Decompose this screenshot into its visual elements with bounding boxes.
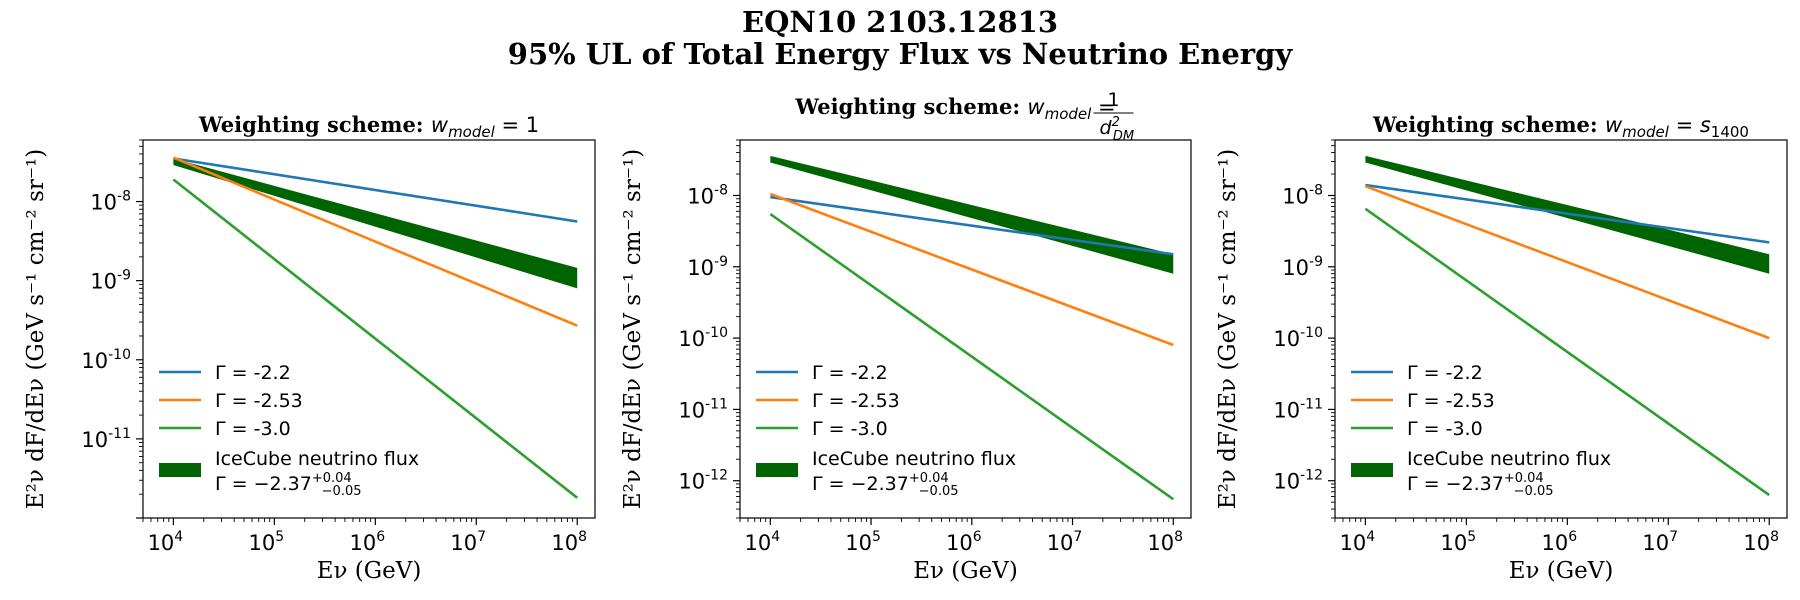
figure-title-line1: EQN10 2103.12813: [742, 5, 1058, 39]
y-tick-label: 10-12: [678, 468, 728, 494]
legend-band-swatch: [756, 463, 798, 477]
legend-band-swatch: [159, 463, 201, 477]
y-axis: 10-12 10-11 10-10 10-9 10-8: [678, 139, 740, 519]
legend-label-1: Γ = -2.2: [812, 362, 888, 384]
x-tick-label: 104: [744, 529, 780, 555]
series-line-2: [172, 156, 578, 327]
weight-fraction-numerator: 1: [1107, 89, 1119, 111]
x-axis: 104 105 106 107 108: [1334, 518, 1779, 555]
series-line-3: [172, 178, 579, 499]
legend-label-2: Γ = -2.53: [1407, 390, 1495, 412]
panels: Weighting scheme: wmodel = 1 104 105 106 107…: [23, 89, 1788, 584]
legend-band-label-line1: IceCube neutrino flux: [1407, 448, 1611, 470]
y-tick-label: 10-9: [90, 268, 131, 294]
x-tick-label: 104: [148, 529, 184, 555]
plot-frame: [1334, 139, 1788, 519]
series-line-3: [769, 212, 1175, 501]
legend-band-label-line1: IceCube neutrino flux: [812, 448, 1016, 470]
chart-subtitle: Weighting scheme: wmodel = s1400: [1372, 112, 1749, 141]
x-tick-label: 106: [1541, 529, 1577, 555]
x-tick-label: 106: [946, 529, 982, 555]
y-axis-label: E²ν dF/dEν (GeV s⁻¹ cm⁻² sr⁻¹): [1215, 149, 1241, 509]
y-tick-label: 10-12: [1273, 468, 1323, 494]
y-tick-label: 10-11: [1273, 396, 1323, 422]
legend-band-label-line1: IceCube neutrino flux: [215, 448, 419, 470]
plot-frame: [739, 139, 1192, 519]
x-tick-label: 105: [845, 529, 881, 555]
x-axis: 104 105 106 107 108: [739, 518, 1183, 555]
series-line-2: [1364, 184, 1770, 340]
y-axis: 10-11 10-10 10-9 10-8: [81, 139, 143, 519]
series-line-1: [1365, 183, 1770, 244]
chart-panel-1: Weighting scheme: wmodel = 1 104 105 106 107…: [23, 112, 596, 584]
x-axis-label: Eν (GeV): [913, 558, 1018, 584]
y-tick-label: 10-9: [1282, 254, 1323, 280]
x-tick-label: 105: [1441, 529, 1477, 555]
chart-subtitle: Weighting scheme: wmodel = 1: [198, 112, 539, 141]
x-tick-label: 107: [1642, 529, 1678, 555]
legend-band-label-line2: Γ = −2.37+0.04 −0.05: [1407, 471, 1554, 499]
legend-label-1: Γ = -2.2: [215, 362, 291, 384]
x-tick-label: 107: [1047, 529, 1083, 555]
y-tick-label: 10-9: [687, 254, 728, 280]
legend-band-label-line2: Γ = −2.37+0.04 −0.05: [812, 471, 959, 499]
legend-label-2: Γ = -2.53: [812, 390, 900, 412]
legend-band-label-line2: Γ = −2.37+0.04 −0.05: [215, 471, 362, 499]
y-axis-label: E²ν dF/dEν (GeV s⁻¹ cm⁻² sr⁻¹): [23, 149, 49, 509]
x-axis: 104 105 106 107 108: [142, 518, 587, 555]
y-tick-label: 10-10: [1273, 325, 1323, 351]
x-axis-label: Eν (GeV): [317, 558, 422, 584]
y-tick-label: 10-8: [1282, 182, 1323, 208]
icecube-flux-band: [173, 158, 578, 289]
series-line-3: [1364, 207, 1770, 497]
legend-band-swatch: [1351, 463, 1393, 477]
legend-label-2: Γ = -2.53: [215, 390, 303, 412]
x-tick-label: 108: [1743, 529, 1779, 555]
legend: Γ = -2.2 Γ = -2.53 Γ = -3.0 IceCube neutrin…: [1351, 362, 1611, 499]
legend: Γ = -2.2 Γ = -2.53 Γ = -3.0 IceCube neutrin…: [756, 362, 1016, 499]
icecube-flux-band: [770, 155, 1174, 274]
series-line-2: [769, 192, 1174, 347]
x-tick-label: 106: [349, 529, 385, 555]
legend-label-3: Γ = -3.0: [1407, 418, 1483, 440]
y-tick-label: 10-10: [678, 325, 728, 351]
series-line-1: [770, 195, 1174, 256]
y-tick-label: 10-11: [81, 426, 131, 452]
plot-frame: [142, 139, 596, 519]
x-tick-label: 104: [1340, 529, 1376, 555]
x-tick-label: 108: [1147, 529, 1183, 555]
y-axis-label: E²ν dF/dEν (GeV s⁻¹ cm⁻² sr⁻¹): [620, 149, 646, 509]
y-tick-label: 10-11: [678, 396, 728, 422]
x-tick-label: 108: [551, 529, 587, 555]
legend-label-3: Γ = -3.0: [812, 418, 888, 440]
legend: Γ = -2.2 Γ = -2.53 Γ = -3.0 IceCube neutrin…: [159, 362, 419, 499]
y-tick-label: 10-8: [687, 182, 728, 208]
legend-label-1: Γ = -2.2: [1407, 362, 1483, 384]
x-axis-label: Eν (GeV): [1509, 558, 1614, 584]
figure-title-line2: 95% UL of Total Energy Flux vs Neutrino …: [508, 37, 1294, 71]
series-line-1: [173, 157, 578, 223]
x-tick-label: 107: [450, 529, 486, 555]
y-tick-label: 10-8: [90, 189, 131, 215]
y-tick-label: 10-10: [81, 347, 131, 373]
x-tick-label: 105: [249, 529, 285, 555]
legend-label-3: Γ = -3.0: [215, 418, 291, 440]
chart-subtitle: Weighting scheme: wmodel =: [794, 94, 1115, 123]
y-axis: 10-12 10-11 10-10 10-9 10-8: [1273, 139, 1335, 519]
